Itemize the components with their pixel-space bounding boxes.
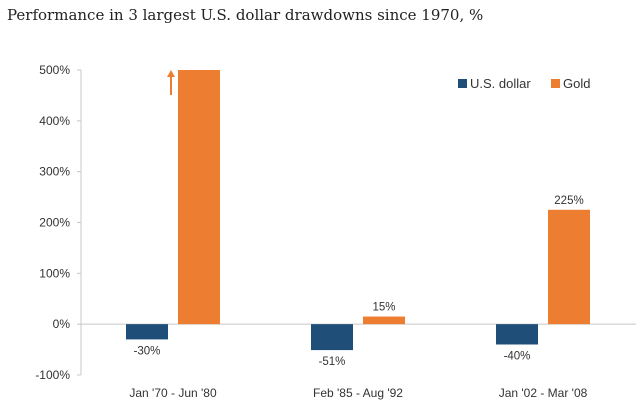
category-label: Feb '85 - Aug '92 [313,386,403,400]
category-label: Jan '02 - Mar '08 [499,386,588,400]
category-labels: Jan '70 - Jun '80 Feb '85 - Aug '92 Jan '0… [129,386,587,400]
gold-bar [548,209,590,325]
gold-bar [363,316,405,325]
bars [126,70,590,351]
legend-swatch-gold [551,79,560,88]
category-label: Jan '70 - Jun '80 [129,386,217,400]
usd-bar [311,324,353,351]
legend-swatch-usd [458,79,467,88]
y-tick-label: -100% [35,368,70,382]
data-labels: -30% -51% -40% 15% 225% [134,195,584,368]
y-tick-label: 0% [53,317,71,331]
annotations [167,70,175,95]
gold-bar [178,70,220,325]
y-axis-ticks: 500% 400% 300% 200% 100% 0% -100% [35,63,81,382]
usd-data-label: -51% [319,356,346,368]
y-tick-label: 400% [39,114,70,128]
y-tick-label: 500% [39,63,70,77]
usd-data-label: -30% [134,345,161,357]
gold-data-label: 15% [372,302,395,314]
legend-label-usd: U.S. dollar [470,76,531,91]
chart-title: Performance in 3 largest U.S. dollar dra… [7,6,484,24]
y-tick-label: 100% [39,266,70,280]
legend: U.S. dollar Gold [458,76,590,91]
usd-bar [496,324,538,345]
legend-label-gold: Gold [563,76,590,91]
usd-data-label: -40% [504,351,531,363]
arrow-up-icon [167,70,175,77]
y-tick-label: 200% [39,216,70,230]
usd-bar [126,324,168,340]
y-tick-label: 300% [39,165,70,179]
gold-data-label: 225% [554,195,583,207]
